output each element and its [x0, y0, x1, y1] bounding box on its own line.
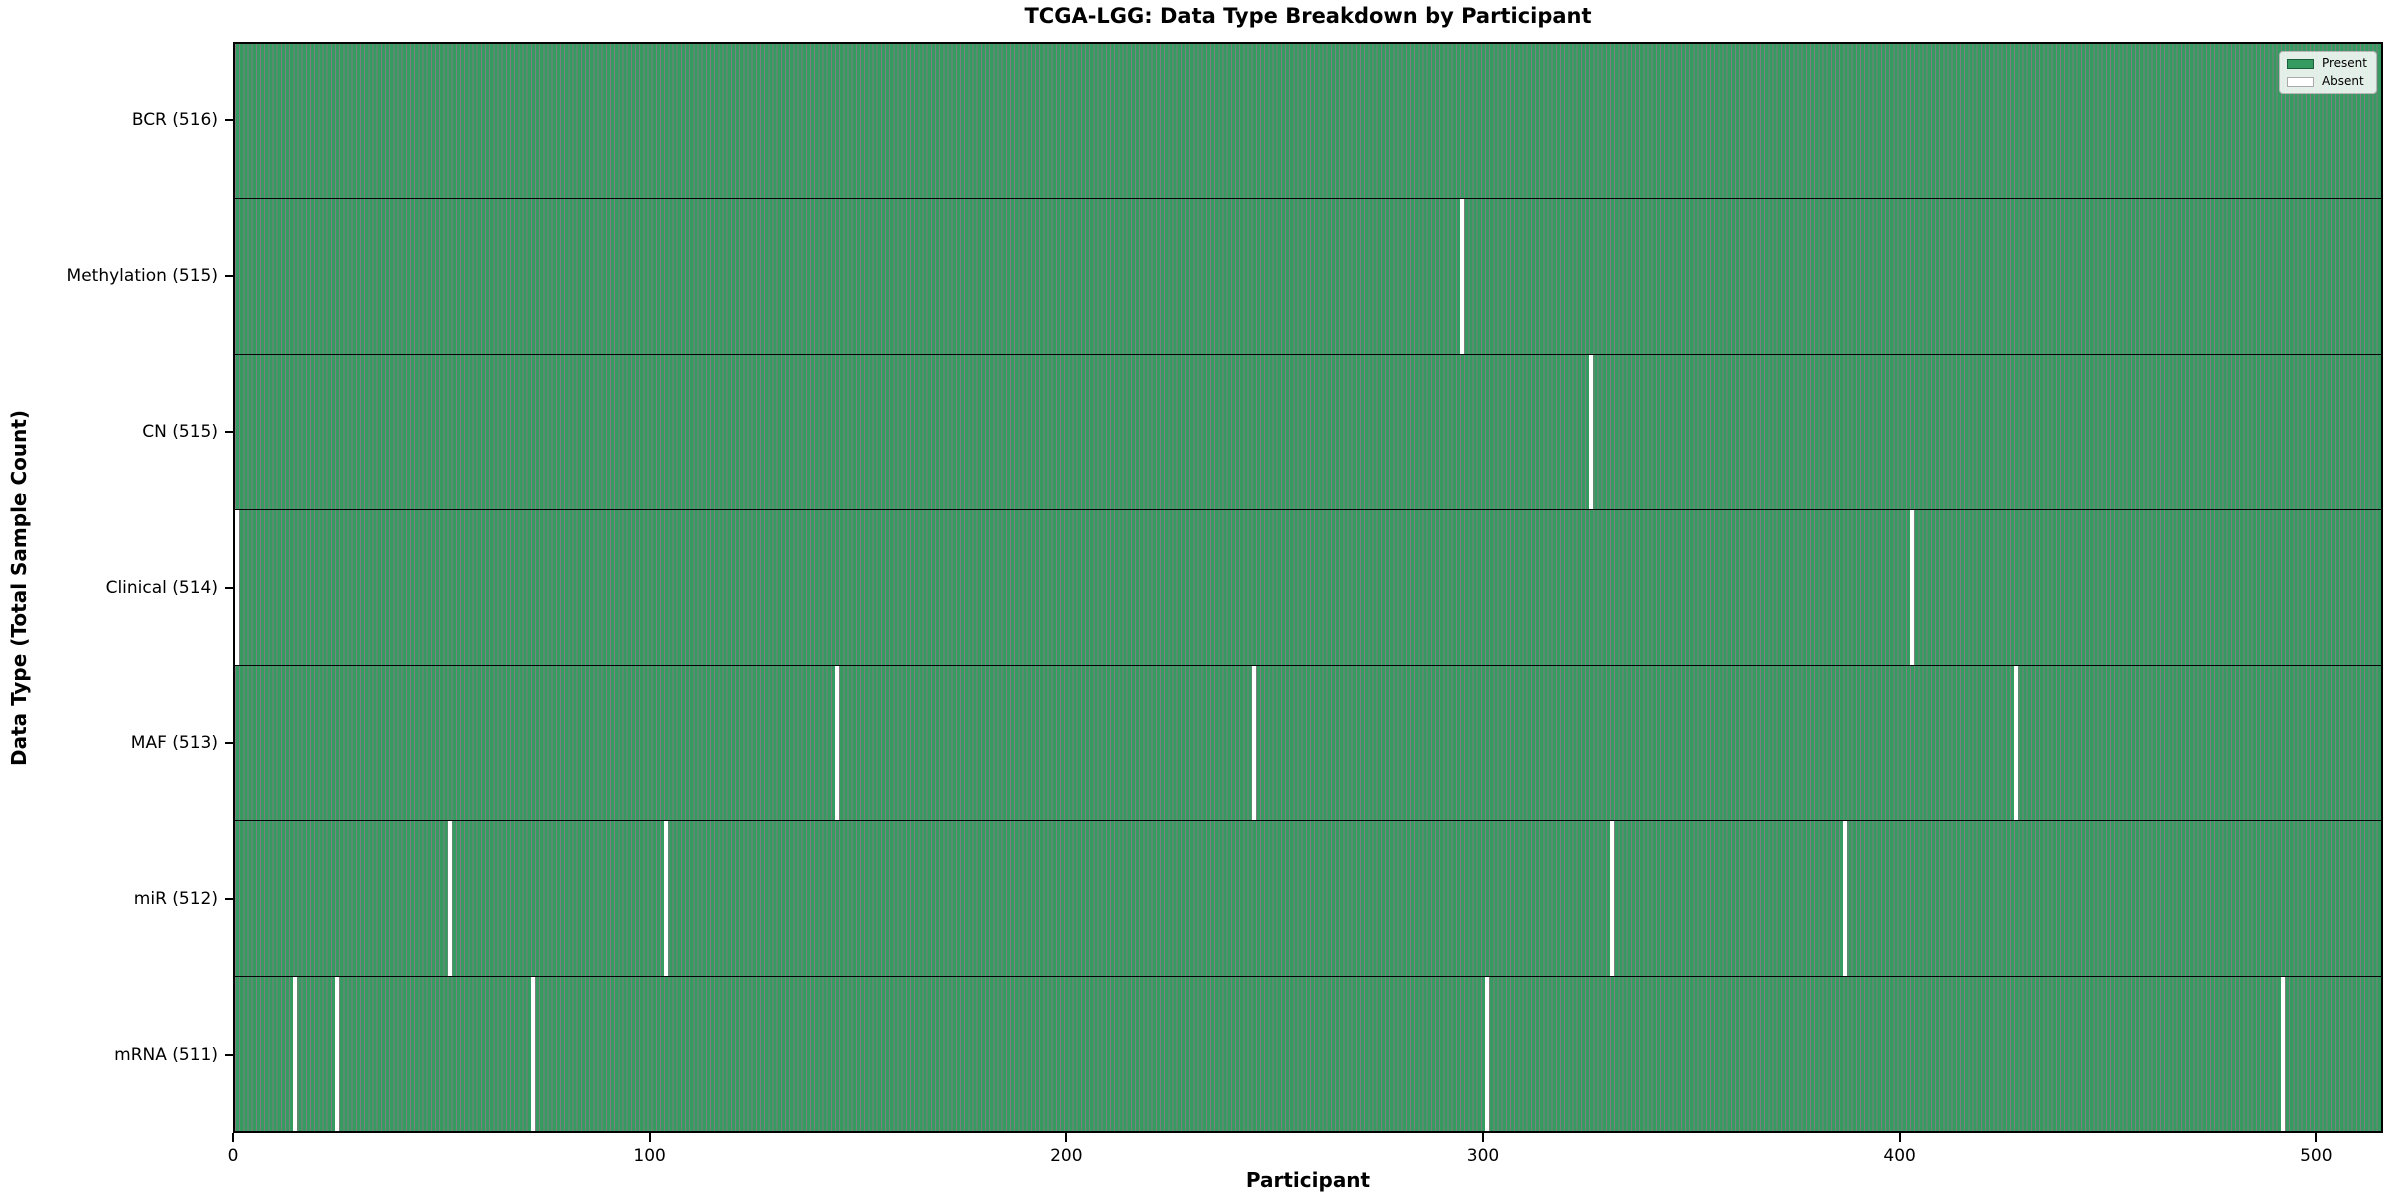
- heatmap-row-mrna: [235, 976, 2381, 1131]
- x-tick-label: 100: [633, 1146, 666, 1166]
- absent-gap: [835, 665, 840, 821]
- y-tick-mark: [225, 274, 233, 277]
- x-tick-label: 500: [2300, 1146, 2333, 1166]
- legend-swatch-present: [2286, 58, 2314, 69]
- y-tick-mark: [225, 586, 233, 589]
- absent-gap: [1843, 821, 1848, 976]
- chart-title: TCGA-LGG: Data Type Breakdown by Partici…: [1024, 4, 1592, 28]
- y-tick-label: MAF (513): [130, 733, 218, 754]
- absent-gap: [1910, 510, 1915, 665]
- absent-gap: [2280, 976, 2285, 1131]
- x-tick-mark: [232, 1133, 234, 1142]
- x-tick-mark: [1898, 1133, 1901, 1142]
- absent-gap: [664, 821, 669, 976]
- y-tick-label: miR (512): [133, 889, 218, 910]
- legend: Present Absent: [2278, 51, 2377, 94]
- x-tick-label: 0: [227, 1146, 239, 1166]
- y-tick-mark: [225, 118, 233, 121]
- x-tick-mark: [648, 1133, 651, 1142]
- heatmap-rows: [235, 44, 2381, 1131]
- y-tick-label: mRNA (511): [114, 1045, 218, 1066]
- x-tick-mark: [1482, 1133, 1484, 1142]
- absent-gap: [1460, 199, 1465, 354]
- y-tick-label: CN (515): [142, 421, 218, 442]
- y-tick-mark: [225, 1054, 233, 1057]
- absent-gap: [335, 976, 340, 1131]
- absent-gap: [447, 821, 452, 976]
- absent-gap: [2014, 665, 2019, 821]
- y-tick-label: BCR (516): [131, 109, 218, 130]
- heatmap-row-mir: [235, 821, 2381, 977]
- absent-gap: [530, 976, 535, 1131]
- absent-gap: [293, 976, 298, 1131]
- heatmap-row-clinical: [235, 510, 2381, 666]
- heatmap-row-methylation: [235, 199, 2381, 355]
- y-tick-mark: [225, 430, 233, 433]
- legend-item-absent: Absent: [2286, 74, 2367, 88]
- x-tick-label: 200: [1050, 1146, 1083, 1166]
- x-tick-label: 400: [1883, 1146, 1916, 1166]
- x-axis-label: Participant: [1245, 1168, 1371, 1192]
- y-tick-mark: [225, 742, 233, 745]
- y-tick-mark: [225, 898, 233, 901]
- legend-label: Present: [2321, 56, 2367, 70]
- absent-gap: [235, 510, 240, 665]
- legend-label: Absent: [2321, 74, 2364, 88]
- legend-item-present: Present: [2286, 56, 2367, 70]
- heatmap-row-cn: [235, 354, 2381, 511]
- y-tick-label: Methylation (515): [66, 265, 218, 286]
- absent-gap: [1610, 821, 1615, 976]
- heatmap-row-maf: [235, 665, 2381, 822]
- absent-gap: [1485, 976, 1490, 1131]
- legend-swatch-absent: [2286, 76, 2314, 87]
- x-tick-mark: [1065, 1133, 1068, 1142]
- absent-gap: [1251, 665, 1256, 821]
- y-tick-label: Clinical (514): [105, 577, 218, 598]
- absent-gap: [1589, 354, 1594, 510]
- heatmap-row-bcr: [235, 44, 2381, 200]
- plot-area: Present Absent: [233, 42, 2383, 1133]
- x-tick-mark: [2315, 1133, 2318, 1142]
- x-tick-label: 300: [1466, 1146, 1500, 1166]
